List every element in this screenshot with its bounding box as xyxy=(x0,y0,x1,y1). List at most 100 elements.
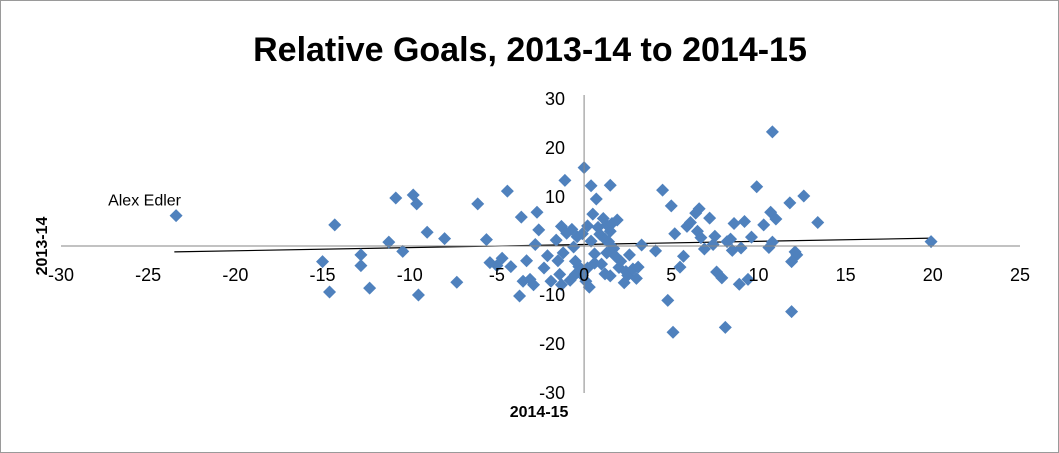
data-point xyxy=(718,320,732,334)
y-tick-label: 20 xyxy=(545,138,565,158)
data-point xyxy=(586,207,600,221)
x-tick-labels: -30 -25 -20 -15 -10 -5 0 5 10 15 20 25 xyxy=(48,265,1030,285)
data-point xyxy=(706,238,720,252)
data-point xyxy=(649,244,663,258)
data-point xyxy=(169,209,183,223)
data-point xyxy=(553,267,567,281)
data-point xyxy=(382,235,396,249)
data-point xyxy=(589,192,603,206)
data-point xyxy=(676,249,690,263)
data-point xyxy=(513,289,527,303)
x-tick-label: 10 xyxy=(748,265,768,285)
x-tick-label: 20 xyxy=(923,265,943,285)
data-point xyxy=(556,246,570,260)
data-point xyxy=(715,271,729,285)
data-point xyxy=(666,325,680,339)
data-point xyxy=(668,227,682,241)
x-tick-label: -30 xyxy=(48,265,74,285)
data-point xyxy=(631,260,645,274)
data-point xyxy=(694,231,708,245)
data-point xyxy=(588,247,602,261)
data-point xyxy=(629,271,643,285)
data-point xyxy=(744,230,758,244)
data-point xyxy=(656,183,670,197)
data-point xyxy=(323,285,337,299)
data-point xyxy=(328,218,342,232)
data-point xyxy=(527,278,541,292)
y-axis-label: 2013-14 xyxy=(34,217,51,276)
data-point xyxy=(614,254,628,268)
data-point xyxy=(734,241,748,255)
data-point xyxy=(528,238,542,252)
trendline xyxy=(174,237,933,253)
data-point xyxy=(797,189,811,203)
data-point xyxy=(603,178,617,192)
data-point xyxy=(537,261,551,275)
data-point xyxy=(765,235,779,249)
data-point xyxy=(540,249,554,263)
data-point xyxy=(703,211,717,225)
data-point xyxy=(622,248,636,262)
data-point xyxy=(738,215,752,228)
data-point xyxy=(785,305,799,319)
data-point xyxy=(724,232,738,246)
data-point xyxy=(504,260,518,274)
data-point xyxy=(741,272,755,286)
data-point xyxy=(575,227,589,241)
data-point xyxy=(683,215,697,229)
x-tick-label: 0 xyxy=(579,265,589,285)
data-point xyxy=(316,255,330,269)
data-point xyxy=(363,281,377,295)
data-point xyxy=(750,180,764,194)
data-point xyxy=(584,234,598,248)
y-tick-label: -10 xyxy=(539,285,565,305)
data-point xyxy=(514,210,528,224)
x-tick-label: -15 xyxy=(310,265,336,285)
data-point xyxy=(558,173,572,187)
x-tick-label: -20 xyxy=(222,265,248,285)
data-point xyxy=(471,197,485,211)
data-point xyxy=(924,235,938,249)
data-point xyxy=(732,277,746,291)
data-point xyxy=(411,288,425,302)
data-point xyxy=(708,229,722,243)
data-point xyxy=(500,184,514,198)
data-point xyxy=(354,248,368,262)
data-point xyxy=(420,225,434,239)
y-tick-label: 30 xyxy=(545,89,565,109)
x-tick-label: 5 xyxy=(666,265,676,285)
data-point xyxy=(520,254,534,268)
data-point xyxy=(551,254,565,268)
y-tick-labels: -30 -20 -10 10 20 30 xyxy=(539,89,565,403)
data-point xyxy=(389,191,403,205)
data-point xyxy=(811,215,825,229)
data-point xyxy=(673,260,687,274)
data-point xyxy=(495,251,509,265)
data-point xyxy=(410,197,424,211)
data-point xyxy=(584,179,598,193)
data-points xyxy=(169,125,938,339)
annotation-alex-edler: Alex Edler xyxy=(108,193,182,210)
y-tick-label: -20 xyxy=(539,334,565,354)
y-tick-label: 10 xyxy=(545,187,565,207)
chart-title: Relative Goals, 2013-14 to 2014-15 xyxy=(253,31,807,69)
x-axis-label: 2014-15 xyxy=(510,404,569,421)
data-point xyxy=(727,216,741,230)
x-tick-label: -25 xyxy=(135,265,161,285)
data-point xyxy=(532,223,546,237)
x-tick-label: 25 xyxy=(1010,265,1030,285)
data-point xyxy=(785,255,799,269)
data-point xyxy=(450,275,464,289)
data-point xyxy=(783,196,797,210)
data-point xyxy=(664,199,678,213)
data-point xyxy=(692,202,706,216)
data-point xyxy=(530,205,544,219)
data-point xyxy=(635,238,649,252)
data-point xyxy=(608,249,622,263)
data-point xyxy=(396,244,410,258)
data-point xyxy=(757,218,771,232)
data-point xyxy=(603,269,617,283)
data-point xyxy=(354,259,368,273)
